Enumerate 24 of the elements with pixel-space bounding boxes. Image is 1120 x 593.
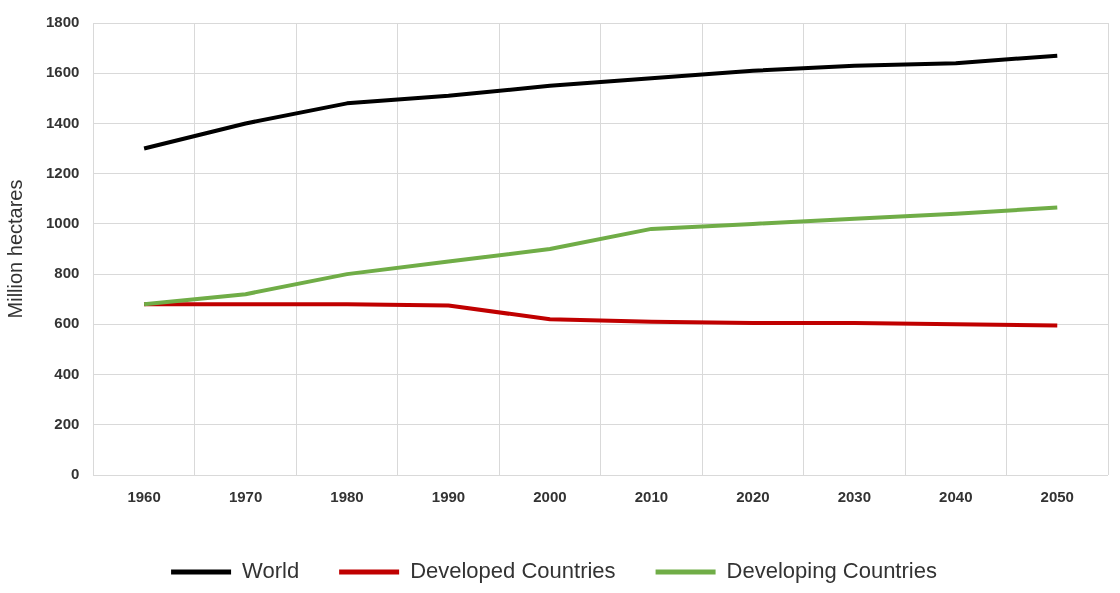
- y-tick-label: 200: [54, 414, 80, 432]
- x-tick-label: 2010: [634, 488, 669, 506]
- y-tick-label: 1600: [45, 63, 80, 81]
- legend-label: Developing Countries: [726, 558, 937, 584]
- y-tick-label: 400: [54, 364, 80, 382]
- x-tick-label: 2050: [1040, 488, 1074, 506]
- legend-label: World: [242, 558, 300, 584]
- y-tick-label: 1200: [45, 163, 80, 181]
- y-axis-title: Million hectares: [3, 179, 26, 319]
- x-tick-label: 1960: [127, 488, 161, 506]
- y-tick-label: 600: [54, 314, 80, 332]
- y-tick-label: 1800: [45, 13, 80, 31]
- legend-label: Developed Countries: [410, 558, 616, 584]
- y-tick-label: 800: [54, 264, 80, 282]
- x-tick-label: 2030: [837, 488, 872, 506]
- y-tick-label: 1000: [45, 214, 80, 232]
- x-tick-label: 1990: [431, 488, 466, 506]
- x-tick-label: 1980: [330, 488, 364, 506]
- y-tick-label: 0: [71, 465, 80, 483]
- x-tick-label: 1970: [228, 488, 263, 506]
- x-tick-label: 2000: [533, 488, 567, 506]
- x-tick-label: 2040: [939, 488, 973, 506]
- y-tick-label: 1400: [45, 113, 80, 131]
- x-tick-label: 2020: [736, 488, 770, 506]
